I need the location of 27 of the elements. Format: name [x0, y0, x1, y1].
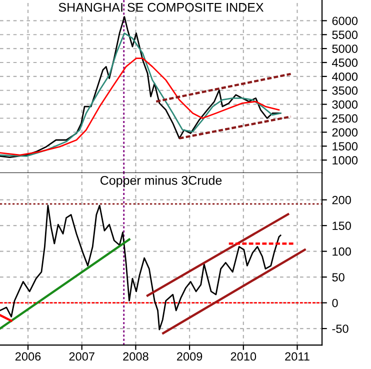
y-tick-label: 200 — [332, 196, 351, 204]
y-tick-label: 1000 — [332, 156, 358, 164]
y-tick-label: 2000 — [332, 128, 358, 137]
line-series — [0, 58, 280, 156]
y-tick-label: 3000 — [332, 100, 358, 109]
x-tick-label: 2009 — [177, 352, 202, 361]
y-tick-label: 5500 — [332, 30, 358, 40]
x-tick-label: 2007 — [69, 352, 94, 361]
x-tick-label: 2011 — [285, 352, 310, 361]
y-tick-label: 50 — [332, 273, 344, 282]
x-tick-label: 2006 — [15, 352, 41, 361]
y-tick-label: 4500 — [332, 58, 358, 67]
x-tick-label: 2008 — [123, 352, 148, 361]
chart-title: SHANGHAI SE COMPOSITE INDEX — [58, 2, 264, 12]
y-tick-label: 2500 — [332, 114, 358, 123]
y-tick-label: 6000 — [332, 16, 358, 26]
y-tick-label: 4000 — [332, 72, 358, 81]
y-tick-label: 3500 — [332, 86, 358, 95]
y-tick-label: 0 — [332, 298, 338, 308]
y-tick-label: 100 — [332, 247, 351, 256]
y-tick-label: -50 — [332, 324, 348, 333]
chart-title: Copper minus 3Crude — [100, 176, 222, 188]
line-series — [0, 204, 282, 330]
y-tick-label: 1500 — [332, 142, 358, 151]
y-tick-label: 5000 — [332, 44, 358, 53]
x-tick-label: 2010 — [230, 352, 256, 361]
y-tick-label: 150 — [332, 222, 351, 230]
